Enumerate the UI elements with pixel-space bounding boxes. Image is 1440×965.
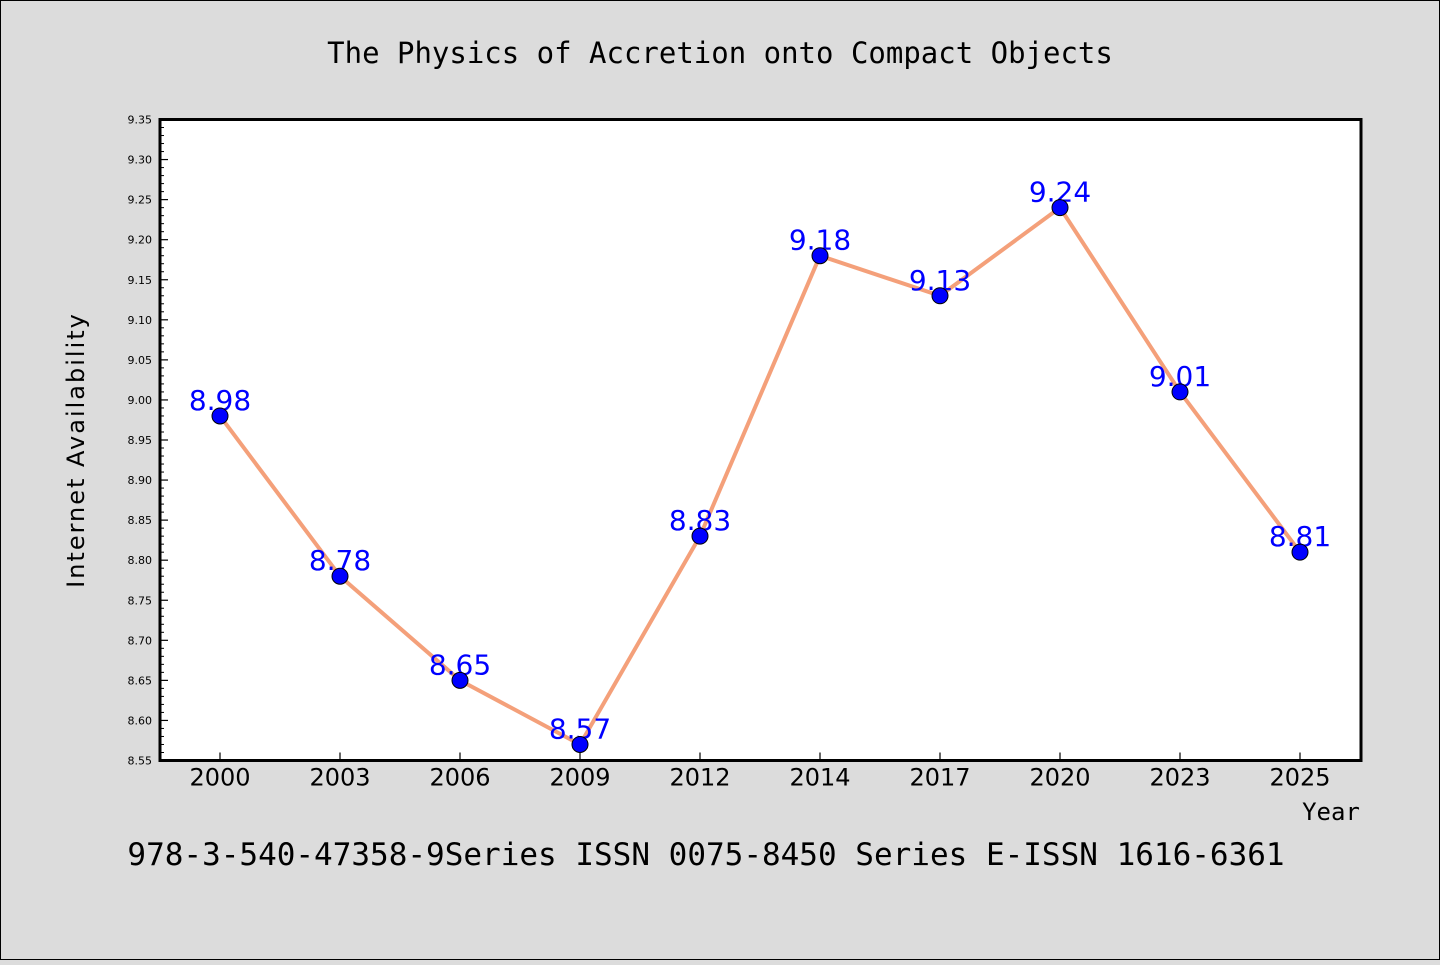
y-tick-label: 9.30: [128, 154, 153, 167]
plot-area: [160, 119, 1361, 761]
data-point: [571, 735, 589, 753]
x-tick-label: 2023: [1149, 764, 1210, 792]
x-tick-label: 2006: [429, 764, 490, 792]
plot-frame: [158, 118, 1363, 762]
x-tick-label: 2000: [189, 764, 250, 792]
y-tick-label: 8.80: [128, 554, 153, 567]
data-point: [1051, 199, 1069, 217]
x-tick-label: 2020: [1029, 764, 1090, 792]
data-point: [691, 527, 709, 545]
x-tick-label: 2009: [549, 764, 610, 792]
y-tick-label: 9.35: [128, 114, 153, 127]
data-point: [931, 287, 949, 305]
data-markers: [211, 199, 1309, 753]
y-tick-label: 8.95: [128, 434, 153, 447]
data-point: [211, 407, 229, 425]
series-line: [218, 205, 1302, 747]
data-point: [811, 247, 829, 265]
x-axis-ticks: 2000 2003 2006 2009 2012 2014 2017 2020 2023 2025: [189, 752, 1331, 792]
y-tick-label: 8.65: [128, 674, 153, 687]
x-tick-label: 2012: [669, 764, 730, 792]
data-point: [451, 671, 469, 689]
y-tick-label: 8.90: [128, 474, 153, 487]
x-tick-label: 2017: [909, 764, 970, 792]
y-tick-label: 9.05: [128, 354, 153, 367]
footer-text: 978-3-540-47358-9Series ISSN 0075-8450 S…: [127, 837, 1284, 873]
y-tick-label: 9.15: [128, 274, 153, 287]
y-tick-label: 8.60: [128, 714, 153, 727]
y-tick-label: 8.55: [128, 755, 153, 768]
y-axis-ticks: 8.55 8.60 8.65 8.70 8.75 8.80 8.85 8.90 8.95 9.00…: [128, 114, 168, 768]
x-tick-label: 2025: [1269, 764, 1330, 792]
data-point: [1291, 543, 1309, 561]
x-axis-label: Year: [1302, 798, 1360, 826]
data-point: [1171, 383, 1189, 401]
y-tick-label: 9.20: [128, 234, 153, 247]
y-tick-label: 8.70: [128, 634, 153, 647]
x-tick-label: 2014: [789, 764, 850, 792]
y-tick-label: 9.25: [128, 194, 153, 207]
y-tick-label: 8.75: [128, 594, 153, 607]
y-axis-label: Internet Availability: [62, 312, 90, 588]
y-tick-label: 8.85: [128, 514, 153, 527]
data-point: [331, 567, 349, 585]
x-tick-label: 2003: [309, 764, 370, 792]
chart-title: The Physics of Accretion onto Compact Ob…: [327, 36, 1113, 70]
y-tick-label: 9.10: [128, 314, 153, 327]
y-tick-label: 9.00: [128, 394, 153, 407]
